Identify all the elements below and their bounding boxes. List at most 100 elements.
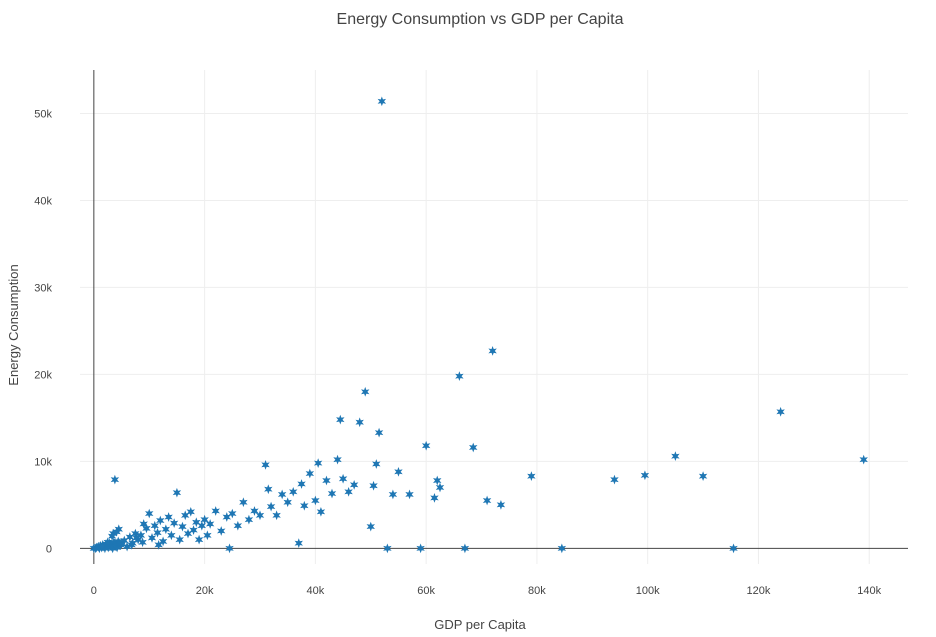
data-point bbox=[107, 531, 117, 542]
data-point bbox=[169, 518, 179, 528]
data-point bbox=[557, 543, 567, 554]
x-tick-label: 120k bbox=[747, 585, 771, 597]
data-point bbox=[250, 506, 259, 516]
y-tick-label: 20k bbox=[34, 369, 52, 381]
data-point bbox=[289, 486, 298, 497]
data-point bbox=[110, 474, 120, 485]
data-point bbox=[366, 521, 375, 532]
y-tick-label: 10k bbox=[34, 456, 52, 468]
data-point bbox=[225, 543, 234, 554]
data-point bbox=[369, 480, 378, 491]
data-point bbox=[776, 406, 785, 417]
data-point bbox=[217, 526, 226, 536]
data-point bbox=[264, 484, 273, 495]
data-point bbox=[294, 538, 303, 548]
data-point bbox=[610, 474, 619, 485]
data-point bbox=[283, 497, 292, 508]
data-point bbox=[233, 520, 243, 531]
data-point bbox=[186, 506, 195, 517]
data-points bbox=[89, 96, 868, 554]
data-point bbox=[333, 454, 342, 465]
y-tick-label: 0 bbox=[46, 543, 52, 555]
data-point bbox=[205, 519, 215, 529]
x-axis-title: GDP per Capita bbox=[434, 617, 526, 632]
data-point bbox=[167, 530, 176, 541]
x-tick-label: 100k bbox=[636, 585, 660, 597]
data-point bbox=[300, 500, 309, 511]
data-point bbox=[145, 508, 154, 519]
data-point bbox=[189, 525, 198, 535]
data-point bbox=[859, 454, 868, 465]
data-point bbox=[192, 517, 201, 528]
data-point bbox=[698, 471, 708, 482]
x-tick-label: 0 bbox=[91, 585, 97, 597]
data-point bbox=[372, 459, 381, 469]
data-point bbox=[355, 417, 364, 428]
data-point bbox=[305, 468, 315, 479]
data-point bbox=[394, 466, 403, 477]
data-point bbox=[374, 427, 384, 438]
data-point bbox=[178, 521, 187, 532]
data-point bbox=[327, 488, 337, 499]
data-point bbox=[239, 497, 248, 508]
data-point bbox=[383, 543, 392, 554]
y-tick-label: 50k bbox=[34, 108, 52, 120]
data-point bbox=[527, 471, 536, 482]
data-point bbox=[349, 479, 359, 490]
data-point bbox=[154, 540, 163, 550]
data-point bbox=[153, 527, 162, 538]
data-point bbox=[455, 371, 464, 382]
data-point bbox=[322, 475, 331, 486]
data-point bbox=[150, 520, 159, 531]
data-point bbox=[297, 479, 306, 489]
tick-labels: 0 10k 20k 30k 40k 50k 0 20k 40k 60k 80k 100k 120k 140… bbox=[34, 108, 881, 597]
data-point bbox=[255, 510, 265, 521]
data-point bbox=[161, 524, 171, 535]
x-tick-label: 140k bbox=[857, 585, 881, 597]
data-point bbox=[336, 414, 345, 425]
data-point bbox=[194, 534, 204, 545]
data-point bbox=[640, 470, 650, 481]
data-point bbox=[97, 541, 107, 552]
x-tick-label: 20k bbox=[196, 585, 214, 597]
data-point bbox=[311, 495, 320, 506]
y-tick-label: 30k bbox=[34, 282, 52, 294]
data-point bbox=[136, 530, 146, 541]
data-point bbox=[338, 473, 348, 484]
data-point bbox=[416, 543, 425, 554]
data-point bbox=[228, 508, 237, 519]
data-point bbox=[200, 514, 209, 525]
data-point bbox=[482, 495, 492, 506]
data-point bbox=[388, 489, 398, 500]
data-point bbox=[729, 543, 738, 554]
y-tick-label: 40k bbox=[34, 195, 52, 207]
data-point bbox=[430, 493, 439, 503]
data-point bbox=[488, 346, 497, 356]
data-point bbox=[112, 526, 121, 537]
data-point bbox=[344, 486, 353, 497]
data-point bbox=[316, 506, 326, 517]
data-point bbox=[460, 543, 470, 554]
data-point bbox=[164, 512, 173, 522]
data-point bbox=[469, 442, 478, 453]
data-point bbox=[139, 519, 148, 529]
gridlines bbox=[80, 70, 908, 564]
data-point bbox=[361, 386, 370, 397]
data-point bbox=[435, 482, 445, 493]
data-point bbox=[405, 489, 414, 500]
data-point bbox=[203, 530, 212, 541]
data-point bbox=[377, 96, 387, 107]
data-point bbox=[272, 510, 281, 521]
data-point bbox=[197, 520, 207, 531]
data-point bbox=[147, 533, 157, 543]
axes bbox=[80, 70, 908, 564]
data-point bbox=[244, 514, 254, 525]
data-point bbox=[175, 534, 184, 545]
data-point bbox=[103, 537, 112, 548]
data-point bbox=[142, 523, 151, 534]
data-point bbox=[261, 459, 270, 470]
data-point bbox=[266, 501, 276, 512]
data-point bbox=[138, 537, 147, 548]
data-point bbox=[172, 487, 182, 498]
